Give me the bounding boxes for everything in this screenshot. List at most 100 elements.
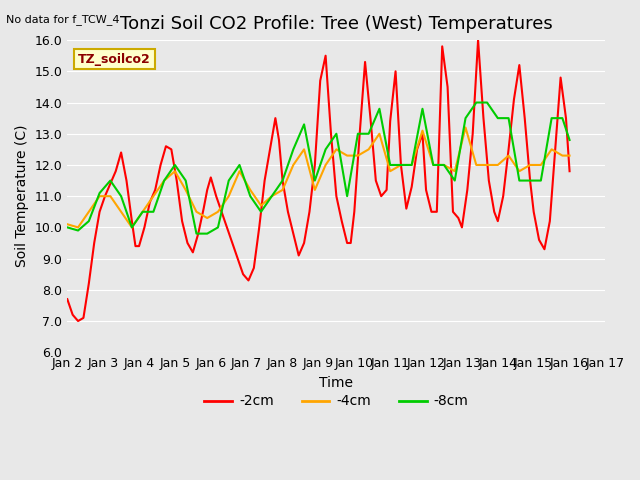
-2cm [566,168,573,174]
-4cm [419,128,426,133]
-4cm [106,193,114,199]
-4cm [526,162,534,168]
-4cm [483,162,491,168]
-2cm [204,187,211,193]
-4cm [182,187,189,193]
-4cm [354,153,362,158]
-8cm [505,115,513,121]
-8cm [257,209,265,215]
-4cm [333,146,340,152]
-8cm [354,131,362,137]
-8cm [333,131,340,137]
-8cm [322,146,330,152]
-8cm [204,231,211,237]
Line: -2cm: -2cm [67,40,570,321]
-4cm [311,187,319,193]
-8cm [171,162,179,168]
-4cm [559,153,566,158]
Legend: -2cm, -4cm, -8cm: -2cm, -4cm, -8cm [199,389,474,414]
-8cm [74,228,82,233]
-4cm [440,162,448,168]
-8cm [193,231,200,237]
-8cm [365,131,372,137]
-4cm [204,215,211,221]
-4cm [494,162,502,168]
-8cm [440,162,448,168]
-4cm [451,168,459,174]
-4cm [537,162,545,168]
-4cm [566,153,573,158]
-8cm [160,178,168,183]
-8cm [214,225,222,230]
-8cm [526,178,534,183]
-2cm [322,53,330,59]
-8cm [376,106,383,112]
-8cm [419,106,426,112]
Line: -8cm: -8cm [67,103,570,234]
-8cm [494,115,502,121]
-2cm [223,225,231,230]
-4cm [214,209,222,215]
-2cm [474,37,482,43]
-8cm [451,178,459,183]
-8cm [429,162,437,168]
Line: -4cm: -4cm [67,128,570,228]
-8cm [461,115,469,121]
-4cm [343,153,351,158]
-4cm [150,193,157,199]
-4cm [472,162,480,168]
-4cm [515,168,523,174]
-8cm [289,146,297,152]
-8cm [566,137,573,143]
-4cm [128,225,136,230]
-4cm [397,162,404,168]
-2cm [74,318,82,324]
-8cm [106,178,114,183]
-4cm [268,193,276,199]
-4cm [257,203,265,208]
-8cm [300,121,308,127]
-8cm [128,225,136,230]
-8cm [387,162,394,168]
-4cm [193,209,200,215]
-8cm [548,115,556,121]
-8cm [96,190,104,196]
-8cm [515,178,523,183]
-8cm [397,162,404,168]
-2cm [189,250,196,255]
-8cm [246,193,254,199]
-4cm [63,221,71,227]
-8cm [236,162,243,168]
-4cm [461,125,469,131]
-8cm [117,193,125,199]
-4cm [322,162,330,168]
-8cm [278,178,286,183]
-4cm [246,187,254,193]
-2cm [338,218,346,224]
-4cm [387,168,394,174]
-4cm [289,162,297,168]
-4cm [85,209,93,215]
-2cm [63,296,71,302]
Title: Tonzi Soil CO2 Profile: Tree (West) Temperatures: Tonzi Soil CO2 Profile: Tree (West) Temp… [120,15,553,33]
-8cm [63,225,71,230]
-4cm [160,178,168,183]
-8cm [85,218,93,224]
-8cm [150,209,157,215]
-4cm [429,162,437,168]
-8cm [343,193,351,199]
-8cm [182,178,189,183]
Y-axis label: Soil Temperature (C): Soil Temperature (C) [15,125,29,267]
-8cm [472,100,480,106]
-4cm [278,187,286,193]
-4cm [96,193,104,199]
-4cm [117,209,125,215]
Text: No data for f_TCW_4: No data for f_TCW_4 [6,14,120,25]
-4cm [408,162,415,168]
-8cm [559,115,566,121]
-8cm [311,178,319,183]
-4cm [376,131,383,137]
-4cm [139,209,147,215]
X-axis label: Time: Time [319,376,353,390]
-4cm [171,168,179,174]
